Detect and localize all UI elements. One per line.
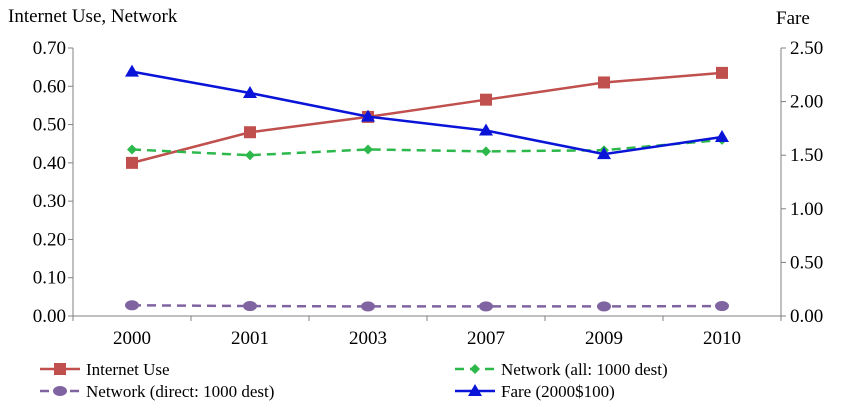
x-tick-label: 2000 — [113, 328, 151, 349]
legend-swatch-marker — [53, 386, 67, 396]
right-tick-label: 2.50 — [790, 38, 823, 59]
left-tick-label: 0.30 — [33, 191, 66, 212]
series-4-line — [131, 70, 723, 156]
right-tick-label: 0.50 — [790, 252, 823, 273]
series-2-point — [363, 144, 373, 155]
series-4-point — [479, 123, 493, 136]
x-tick-label: 2003 — [349, 328, 387, 349]
right-axis-title: Fare — [776, 8, 810, 29]
legend-label: Fare (2000$100) — [501, 382, 615, 401]
series-1-point — [716, 66, 728, 79]
left-tick-label: 0.60 — [33, 76, 66, 97]
series-4-point — [243, 86, 257, 99]
right-tick-label: 1.00 — [790, 199, 823, 220]
series-4-point — [361, 109, 375, 122]
series-4-point — [597, 147, 611, 160]
legend-label: Network (all: 1000 dest) — [501, 360, 668, 379]
legend-label: Network (direct: 1000 dest) — [86, 382, 274, 401]
left-tick-label: 0.00 — [33, 306, 66, 327]
series-4-point — [125, 64, 139, 77]
series-3-point — [243, 301, 257, 312]
series-1-point — [244, 126, 256, 139]
legend-swatch-marker — [470, 364, 480, 374]
series-2-point — [127, 144, 137, 155]
x-tick-label: 2009 — [585, 328, 623, 349]
series-2-point — [245, 150, 255, 161]
series-1-line — [131, 71, 723, 165]
series-2-line — [131, 138, 723, 157]
series-2-point — [481, 146, 491, 157]
left-axis-title: Internet Use, Network — [8, 6, 178, 27]
series-3-point — [715, 301, 729, 312]
series-3-point — [597, 301, 611, 312]
x-tick-label: 2001 — [231, 328, 269, 349]
legend-swatch-marker — [468, 384, 482, 396]
x-tick-label: 2010 — [703, 328, 741, 349]
left-tick-label: 0.20 — [33, 229, 66, 250]
left-tick-label: 0.10 — [33, 268, 66, 289]
x-tick-label: 2007 — [467, 328, 505, 349]
legend-label: Internet Use — [86, 360, 170, 379]
left-tick-label: 0.70 — [33, 38, 66, 59]
legend-swatch-marker — [54, 363, 66, 375]
left-tick-label: 0.40 — [33, 153, 66, 174]
right-tick-label: 1.50 — [790, 145, 823, 166]
series-3-point — [479, 301, 493, 312]
right-tick-label: 0.00 — [790, 306, 823, 327]
left-tick-label: 0.50 — [33, 115, 66, 136]
series-1-point — [598, 76, 610, 89]
series-1-point — [126, 156, 138, 169]
series-3-point — [125, 300, 139, 311]
series-3-line — [131, 304, 723, 308]
right-tick-label: 2.00 — [790, 92, 823, 113]
series-3-point — [361, 301, 375, 312]
series-4-point — [715, 129, 729, 142]
series-1-point — [480, 93, 492, 106]
